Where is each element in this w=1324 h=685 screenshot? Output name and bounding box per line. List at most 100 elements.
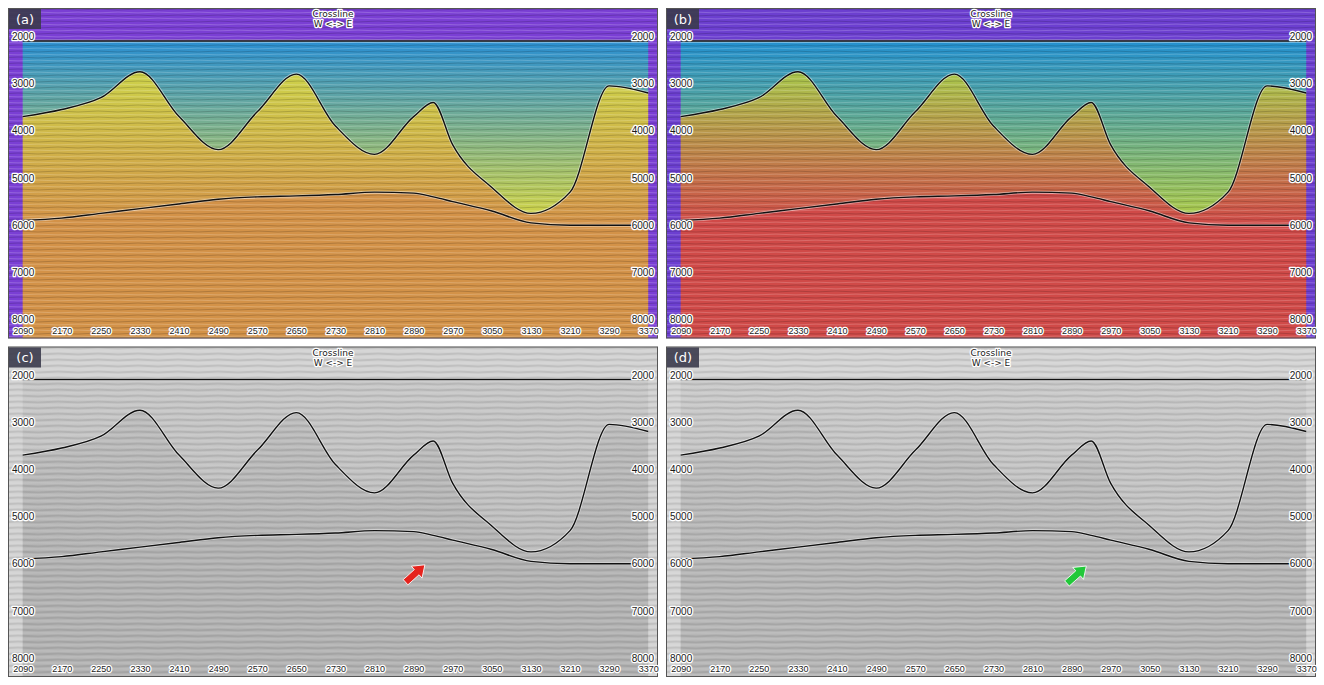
x-tick: 2810 bbox=[365, 326, 385, 336]
frame bbox=[9, 9, 658, 339]
y-tick: 2000 bbox=[12, 31, 35, 42]
panel-label: (c) bbox=[16, 350, 33, 365]
x-tick-label: 2730 bbox=[326, 664, 346, 674]
texture bbox=[8, 8, 658, 339]
x-tick-label: 2570 bbox=[906, 326, 926, 336]
y-axis-left: 2000300040005000600070008000 bbox=[670, 347, 693, 678]
x-tick: 2330 bbox=[130, 326, 150, 336]
x-tick-label: 2970 bbox=[443, 664, 463, 674]
x-tick: 2410 bbox=[828, 664, 848, 674]
y-axis-right: 2000300040005000600070008000 bbox=[632, 347, 655, 678]
x-tick: 2090 bbox=[671, 664, 691, 674]
y-tick-label: 7000 bbox=[670, 267, 693, 278]
y-tick: 2000 bbox=[12, 370, 35, 381]
y-tick: 8000 bbox=[1290, 314, 1313, 325]
y-tick-label: 6000 bbox=[670, 220, 693, 231]
x-tick: 2330 bbox=[788, 326, 808, 336]
arrow-shape bbox=[1062, 560, 1092, 589]
horizon-halo bbox=[681, 72, 1307, 214]
x-tick-label: 2170 bbox=[710, 664, 730, 674]
x-tick: 2970 bbox=[1101, 326, 1121, 336]
y-tick-label: 8000 bbox=[670, 314, 693, 325]
y-tick: 3000 bbox=[632, 417, 655, 428]
x-tick: 2250 bbox=[91, 664, 111, 674]
x-tick: 2250 bbox=[91, 326, 111, 336]
x-tick: 2810 bbox=[1023, 664, 1043, 674]
y-tick: 6000 bbox=[670, 558, 693, 569]
x-tick: 3130 bbox=[1179, 326, 1199, 336]
x-tick: 2650 bbox=[287, 326, 307, 336]
x-tick-label: 3130 bbox=[521, 326, 541, 336]
x-tick-label: 2650 bbox=[287, 326, 307, 336]
y-tick-label: 8000 bbox=[12, 653, 35, 664]
y-tick-label: 6000 bbox=[1290, 220, 1313, 231]
horizon bbox=[23, 531, 649, 564]
water-layer bbox=[8, 8, 658, 339]
y-axis-right: 2000300040005000600070008000 bbox=[632, 9, 655, 340]
x-tick-label: 2970 bbox=[443, 326, 463, 336]
x-tick-label: 3210 bbox=[561, 664, 581, 674]
y-tick: 4000 bbox=[1290, 125, 1313, 136]
horizon-halo bbox=[23, 192, 649, 225]
x-tick: 2090 bbox=[671, 326, 691, 336]
y-tick-label: 7000 bbox=[1290, 267, 1313, 278]
x-tick: 3050 bbox=[482, 326, 502, 336]
y-tick-label: 2000 bbox=[1290, 370, 1313, 381]
y-tick: 6000 bbox=[12, 558, 35, 569]
y-tick: 2000 bbox=[632, 31, 655, 42]
x-tick-label: 2570 bbox=[248, 326, 268, 336]
x-tick-label: 2890 bbox=[404, 664, 424, 674]
y-tick: 2000 bbox=[670, 370, 693, 381]
y-tick: 8000 bbox=[12, 653, 35, 664]
x-tick: 3370 bbox=[639, 664, 659, 674]
x-axis: 2090217022502330241024902570265027302810… bbox=[9, 326, 659, 336]
y-tick: 4000 bbox=[12, 125, 35, 136]
x-tick: 2730 bbox=[984, 664, 1004, 674]
y-tick: 8000 bbox=[670, 653, 693, 664]
y-tick: 8000 bbox=[670, 314, 693, 325]
y-tick: 4000 bbox=[670, 125, 693, 136]
y-tick: 7000 bbox=[12, 267, 35, 278]
y-tick: 8000 bbox=[632, 314, 655, 325]
x-tick-label: 2650 bbox=[945, 664, 965, 674]
x-tick-label: 2490 bbox=[867, 664, 887, 674]
y-tick-label: 8000 bbox=[670, 653, 693, 664]
x-tick: 2730 bbox=[326, 664, 346, 674]
x-tick-label: 3210 bbox=[1219, 664, 1239, 674]
y-tick-label: 3000 bbox=[1290, 417, 1313, 428]
arrow-shape bbox=[400, 559, 430, 588]
x-axis: 2090217022502330241024902570265027302810… bbox=[667, 664, 1317, 674]
x-tick-label: 2490 bbox=[867, 326, 887, 336]
x-tick: 2170 bbox=[710, 326, 730, 336]
x-tick: 2650 bbox=[945, 664, 965, 674]
y-tick-label: 3000 bbox=[670, 417, 693, 428]
y-tick: 3000 bbox=[12, 417, 35, 428]
x-tick-label: 2410 bbox=[828, 664, 848, 674]
y-tick-label: 7000 bbox=[1290, 606, 1313, 617]
x-tick: 2570 bbox=[906, 326, 926, 336]
y-tick: 7000 bbox=[632, 267, 655, 278]
y-tick-label: 8000 bbox=[1290, 314, 1313, 325]
y-tick: 3000 bbox=[1290, 417, 1313, 428]
x-tick: 2890 bbox=[1062, 664, 1082, 674]
y-tick-label: 3000 bbox=[670, 78, 693, 89]
x-tick: 2090 bbox=[13, 664, 33, 674]
y-tick-label: 7000 bbox=[12, 267, 35, 278]
x-tick-label: 2170 bbox=[52, 326, 72, 336]
y-tick-label: 4000 bbox=[670, 125, 693, 136]
panel-label-box bbox=[667, 9, 699, 29]
y-tick-label: 7000 bbox=[670, 606, 693, 617]
y-tick: 4000 bbox=[632, 125, 655, 136]
title: Crossline bbox=[313, 9, 354, 19]
x-tick: 3050 bbox=[1140, 664, 1160, 674]
y-tick: 4000 bbox=[670, 464, 693, 475]
x-tick-label: 3210 bbox=[561, 326, 581, 336]
y-tick: 5000 bbox=[670, 173, 693, 184]
x-tick-label: 2730 bbox=[984, 664, 1004, 674]
x-tick-label: 2810 bbox=[1023, 664, 1043, 674]
x-tick: 2170 bbox=[52, 664, 72, 674]
y-tick: 7000 bbox=[1290, 606, 1313, 617]
panel-label-box bbox=[667, 348, 699, 368]
x-tick-label: 2810 bbox=[1023, 326, 1043, 336]
title: Crossline bbox=[971, 9, 1012, 19]
